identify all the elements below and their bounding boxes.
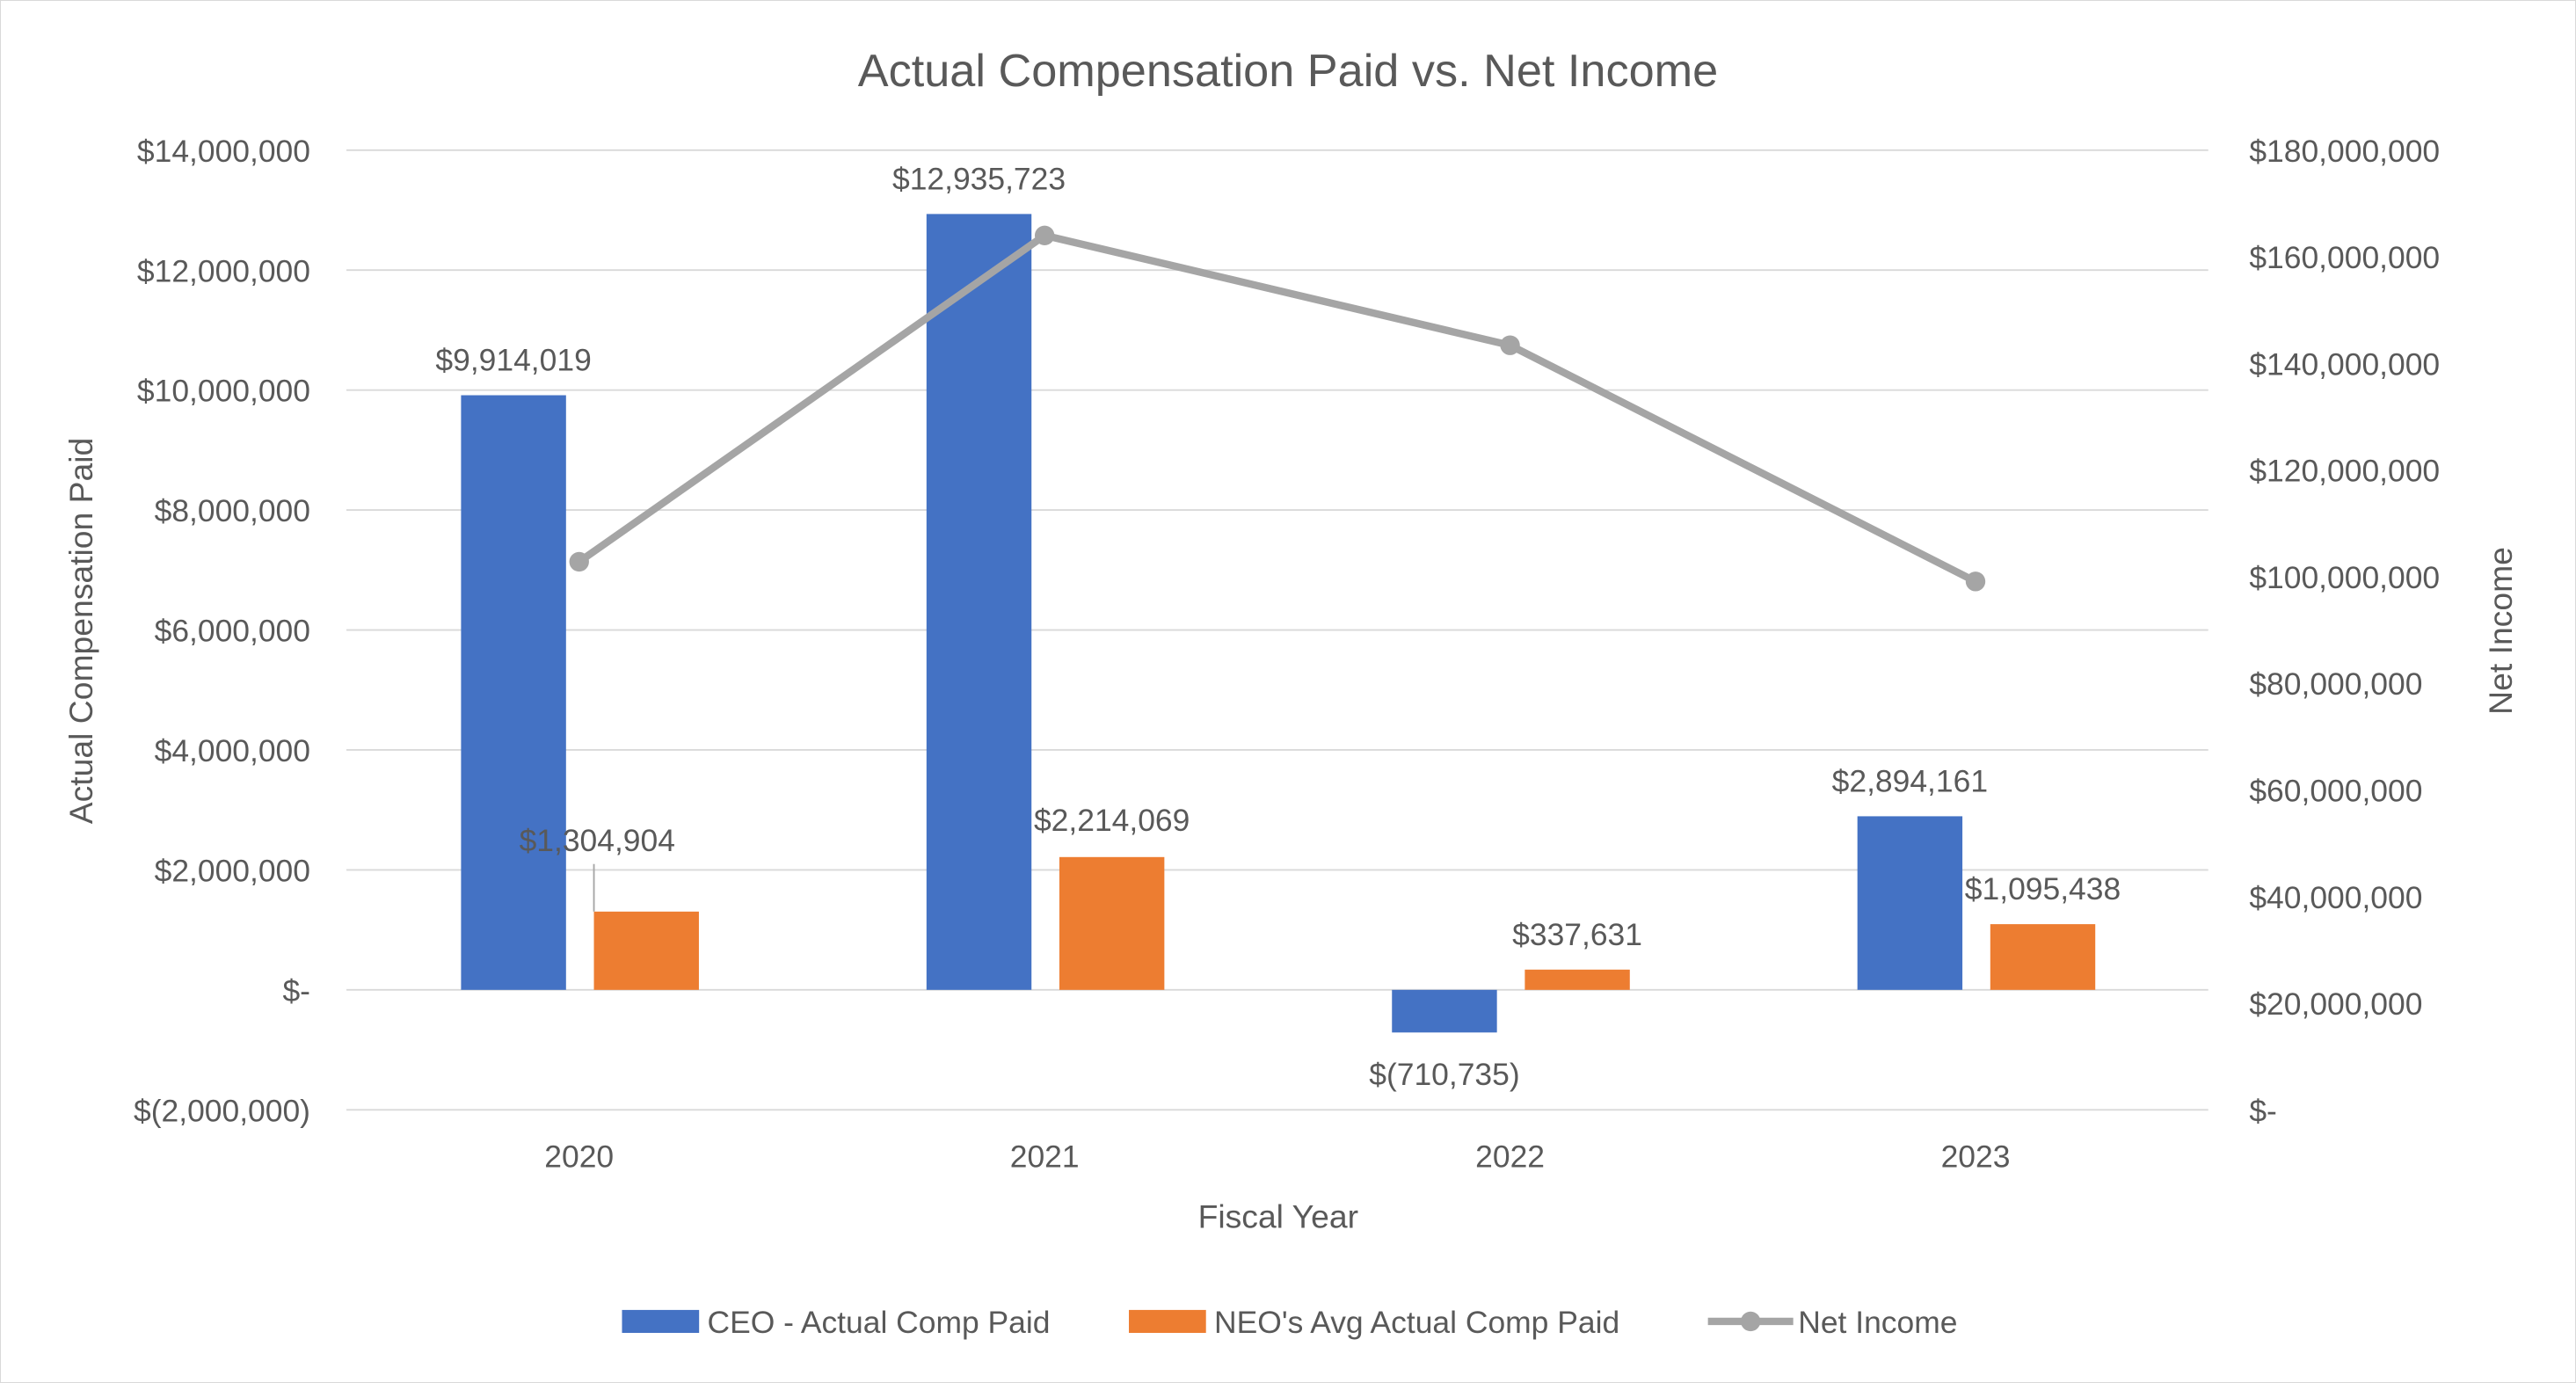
y-tick-label: $4,000,000 [155, 733, 310, 768]
data-label: $12,935,723 [892, 161, 1066, 196]
x-tick-label: 2022 [1475, 1139, 1545, 1175]
data-label: $1,304,904 [520, 823, 675, 858]
net-income-point-2020 [569, 551, 589, 572]
net-income-line [569, 225, 1986, 592]
net-income-point-2023 [1965, 571, 1986, 592]
y2-tick-label: $80,000,000 [2249, 666, 2422, 702]
y2-tick-label: $20,000,000 [2249, 986, 2422, 1022]
y2-tick-label: $160,000,000 [2249, 240, 2440, 275]
y-tick-label: $6,000,000 [155, 614, 310, 649]
bars [461, 214, 2096, 1033]
x-axis-title: Fiscal Year [1198, 1198, 1358, 1235]
y-tick-label: $(2,000,000) [134, 1093, 310, 1128]
y-tick-label: $8,000,000 [155, 493, 310, 528]
y2-tick-label: $40,000,000 [2249, 880, 2422, 915]
y2-tick-label: $180,000,000 [2249, 134, 2440, 169]
chart-title: Actual Compensation Paid vs. Net Income [858, 46, 1718, 97]
y2-tick-label: $140,000,000 [2249, 346, 2440, 382]
y-tick-label: $12,000,000 [137, 253, 310, 288]
legend-swatch [1129, 1309, 1206, 1334]
legend-label: Net Income [1798, 1305, 1957, 1340]
x-axis: 2020 2021 2022 2023 [544, 1139, 2010, 1175]
data-label: $(710,735) [1369, 1057, 1519, 1092]
bar-neo-2020 [593, 911, 699, 990]
y2-tick-label: $120,000,000 [2249, 454, 2440, 489]
y-tick-label: $2,000,000 [155, 853, 310, 888]
y-tick-label: $10,000,000 [137, 374, 310, 409]
net-income-point-2022 [1500, 335, 1520, 355]
bar-ceo-2021 [926, 214, 1032, 990]
legend-label: NEO's Avg Actual Comp Paid [1214, 1305, 1619, 1340]
legend-label: CEO - Actual Comp Paid [708, 1305, 1051, 1340]
x-tick-label: 2021 [1010, 1139, 1080, 1175]
y2-tick-label: $- [2249, 1093, 2277, 1128]
bar-ceo-2022 [1392, 989, 1497, 1033]
bar-ceo-2023 [1857, 816, 1963, 990]
y-tick-label: $- [282, 973, 310, 1008]
y2-axis-title: Net Income [2482, 547, 2519, 715]
y2-tick-label: $100,000,000 [2249, 560, 2440, 595]
bar-neo-2023 [1990, 924, 2096, 990]
y-tick-label: $14,000,000 [137, 134, 310, 169]
legend: CEO - Actual Comp Paid NEO's Avg Actual C… [622, 1305, 1957, 1340]
bar-neo-2022 [1524, 969, 1630, 990]
y-axis-left: $(2,000,000) $- $2,000,000 $4,000,000 $6,000… [134, 134, 310, 1128]
y-axis-right: $- $20,000,000 $40,000,000 $60,000,000 $80,0… [2249, 134, 2440, 1128]
y2-tick-label: $60,000,000 [2249, 774, 2422, 809]
net-income-polyline [577, 231, 1977, 586]
data-label: $1,095,438 [1965, 871, 2121, 906]
data-labels: $9,914,019 $12,935,723 $(710,735) $2,894,16… [435, 161, 2121, 1092]
bar-ceo-2020 [461, 395, 566, 990]
y-axis-title: Actual Compensation Paid [62, 438, 99, 825]
legend-swatch [622, 1309, 700, 1334]
data-label: $337,631 [1512, 917, 1642, 952]
data-label: $2,894,161 [1832, 763, 1988, 798]
x-tick-label: 2023 [1941, 1139, 2011, 1175]
data-label: $2,214,069 [1034, 803, 1190, 838]
x-tick-label: 2020 [544, 1139, 614, 1175]
legend-marker [1740, 1311, 1761, 1332]
bar-neo-2021 [1059, 856, 1165, 990]
data-label: $9,914,019 [435, 343, 591, 378]
net-income-point-2021 [1034, 225, 1055, 246]
